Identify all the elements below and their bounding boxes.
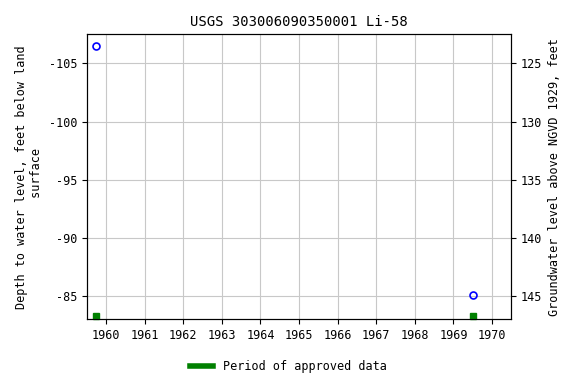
Y-axis label: Depth to water level, feet below land
 surface: Depth to water level, feet below land su… [15, 45, 43, 309]
Legend: Period of approved data: Period of approved data [185, 356, 391, 378]
Y-axis label: Groundwater level above NGVD 1929, feet: Groundwater level above NGVD 1929, feet [548, 38, 561, 316]
Title: USGS 303006090350001 Li-58: USGS 303006090350001 Li-58 [190, 15, 408, 29]
